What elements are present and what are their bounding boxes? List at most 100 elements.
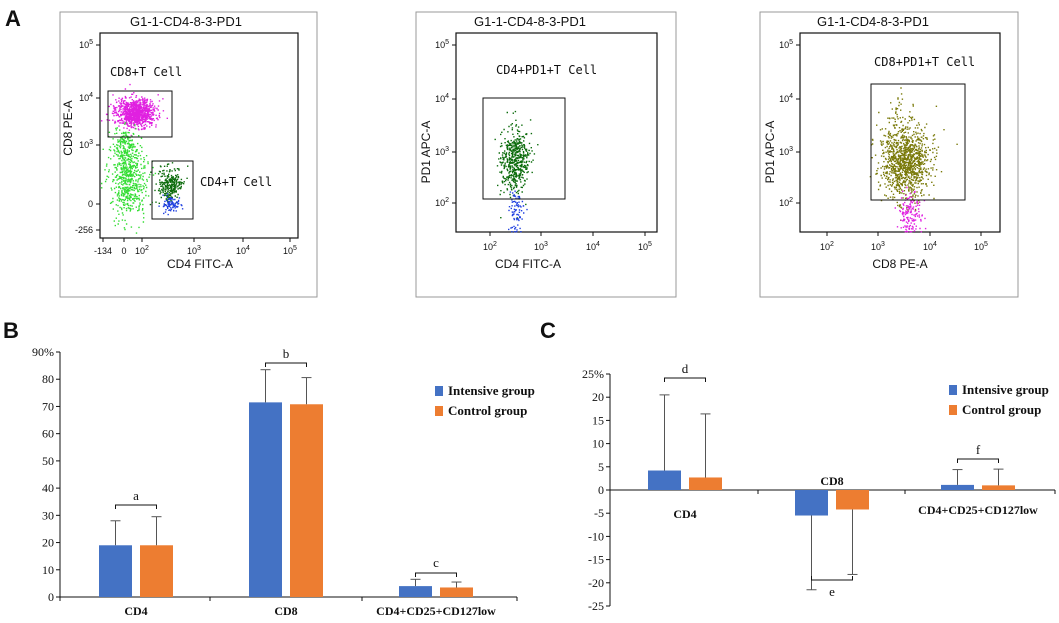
gate-label-cd8: CD8+T Cell bbox=[110, 65, 182, 79]
x-tick-label: 104 bbox=[923, 241, 937, 252]
legend-swatch-intensive bbox=[435, 386, 443, 396]
significance-bracket bbox=[664, 377, 706, 382]
x-tick-label: 105 bbox=[283, 245, 297, 256]
y-tick-label: 15 bbox=[592, 413, 604, 427]
bar-chart-b: 0 10 20 30 40 50 60 70 80 90% CD4 a CD8 b CD4+CD25+CD1… bbox=[32, 345, 535, 618]
y-tick-label: 104 bbox=[79, 92, 93, 103]
category-label: CD4+CD25+CD127low bbox=[376, 604, 496, 618]
significance-bracket bbox=[811, 576, 853, 581]
y-tick-label: 105 bbox=[435, 39, 449, 50]
bar-control-0 bbox=[689, 477, 722, 490]
y-tick-label: -5 bbox=[594, 506, 604, 520]
bar-intensive-0 bbox=[99, 545, 132, 597]
y-tick-label: 30 bbox=[42, 508, 54, 522]
y-tick-label: 0 bbox=[48, 590, 54, 604]
category-label: CD8 bbox=[274, 604, 297, 618]
flow-plot-3-ylabel: PD1 APC-A bbox=[763, 121, 777, 184]
y-tick-label: -20 bbox=[588, 576, 604, 590]
y-tick-label: -15 bbox=[588, 553, 604, 567]
flow-plot-1-events bbox=[101, 83, 189, 234]
legend-label-control: Control group bbox=[448, 403, 527, 418]
gate-cd8-t-cell bbox=[107, 90, 173, 138]
flow-plot-3-events bbox=[869, 87, 958, 233]
significance-label: d bbox=[682, 361, 689, 376]
x-tick-label: 102 bbox=[135, 245, 149, 256]
flow-plot-2-ticks: 105 104 103 102 102 103 104 105 bbox=[435, 39, 652, 252]
cd8-pd1-neg-events bbox=[894, 186, 927, 233]
legend-swatch-intensive bbox=[949, 385, 957, 395]
flow-plot-2-ylabel: PD1 APC-A bbox=[419, 121, 433, 184]
cd4-low-events bbox=[158, 193, 184, 216]
flow-plot-1-frame bbox=[59, 11, 318, 298]
y-tick-label: 0 bbox=[88, 199, 93, 209]
y-tick-label: 102 bbox=[779, 197, 793, 208]
x-tick-label: 102 bbox=[820, 241, 834, 252]
bar-intensive-1 bbox=[249, 402, 282, 597]
y-tick-label: -25 bbox=[588, 599, 604, 613]
y-tick-label: 90% bbox=[32, 345, 54, 359]
gate-label-cd8-pd1: CD8+PD1+T Cell bbox=[874, 55, 975, 69]
panel-label-b: B bbox=[3, 318, 19, 343]
y-tick-label: 103 bbox=[435, 146, 449, 157]
y-tick-label: 104 bbox=[435, 93, 449, 104]
bar-intensive-1 bbox=[795, 490, 828, 516]
cd8-population-events bbox=[101, 83, 168, 137]
gate-cd4-pd1-t-cell bbox=[482, 97, 566, 200]
flow-plot-3-ticks: 105 104 103 102 102 103 104 105 bbox=[779, 39, 988, 252]
y-tick-label: -256 bbox=[75, 225, 93, 235]
x-tick-label: 104 bbox=[236, 245, 250, 256]
y-tick-label: 25% bbox=[582, 367, 604, 381]
y-tick-label: 5 bbox=[598, 460, 604, 474]
flow-plot-2-events bbox=[494, 110, 539, 233]
x-tick-label: 0 bbox=[121, 246, 126, 256]
cd8-pd1-events bbox=[869, 103, 958, 221]
x-tick-label: 104 bbox=[586, 241, 600, 252]
bar-control-1 bbox=[290, 404, 323, 597]
y-tick-label: 105 bbox=[779, 39, 793, 50]
legend-swatch-control bbox=[949, 405, 957, 415]
y-tick-label: 103 bbox=[779, 146, 793, 157]
bar-control-2 bbox=[440, 587, 473, 597]
legend-swatch-control bbox=[435, 406, 443, 416]
cd4-pd1-neg-events bbox=[508, 190, 528, 233]
transition-events bbox=[105, 122, 143, 177]
flow-plot-2: G1-1-CD4-8-3-PD1 CD4+PD1+T Cell PD1 APC-… bbox=[415, 11, 677, 298]
y-tick-label: 105 bbox=[79, 39, 93, 50]
flow-plot-3-title: G1-1-CD4-8-3-PD1 bbox=[817, 14, 929, 29]
x-tick-label: 103 bbox=[871, 241, 885, 252]
flow-plot-2-title: G1-1-CD4-8-3-PD1 bbox=[474, 14, 586, 29]
bar-intensive-0 bbox=[648, 470, 681, 490]
y-tick-label: 80 bbox=[42, 372, 54, 386]
category-label: CD4 bbox=[673, 507, 696, 521]
flow-plot-3: G1-1-CD4-8-3-PD1 CD8+PD1+T Cell PD1 APC-… bbox=[759, 11, 1019, 298]
y-tick-label: 103 bbox=[79, 139, 93, 150]
x-tick-label: 102 bbox=[483, 241, 497, 252]
panel-label-a: A bbox=[5, 6, 21, 31]
flow-plot-3-frame bbox=[759, 11, 1019, 298]
significance-bracket bbox=[415, 572, 457, 577]
flow-plot-2-frame bbox=[415, 11, 677, 298]
gate-label-cd4-pd1: CD4+PD1+T Cell bbox=[496, 63, 597, 77]
x-tick-label: 103 bbox=[534, 241, 548, 252]
double-negative-events bbox=[101, 123, 157, 234]
y-tick-label: 20 bbox=[592, 390, 604, 404]
flow-plot-1-xlabel: CD4 FITC-A bbox=[167, 257, 233, 271]
y-tick-label: 20 bbox=[42, 536, 54, 550]
y-tick-label: 10 bbox=[592, 437, 604, 451]
flow-plot-1-title: G1-1-CD4-8-3-PD1 bbox=[130, 14, 242, 29]
cd8-pd1-high-events bbox=[890, 87, 904, 138]
significance-label: b bbox=[283, 346, 290, 361]
gate-cd4-t-cell bbox=[151, 160, 194, 220]
flow-plot-2-xlabel: CD4 FITC-A bbox=[495, 257, 561, 271]
flow-plot-1-axes bbox=[99, 32, 299, 239]
panel-label-c: C bbox=[540, 318, 556, 343]
flow-plot-1: G1-1-CD4-8-3-PD1 CD8+T Cell CD4+T Cell C… bbox=[59, 11, 318, 298]
y-tick-label: 60 bbox=[42, 427, 54, 441]
y-tick-label: 0 bbox=[598, 483, 604, 497]
x-tick-label: 105 bbox=[638, 241, 652, 252]
bar-intensive-2 bbox=[941, 484, 974, 490]
significance-bracket bbox=[265, 362, 307, 367]
bar-intensive-2 bbox=[399, 586, 432, 597]
gate-cd8-pd1-t-cell bbox=[870, 83, 966, 201]
